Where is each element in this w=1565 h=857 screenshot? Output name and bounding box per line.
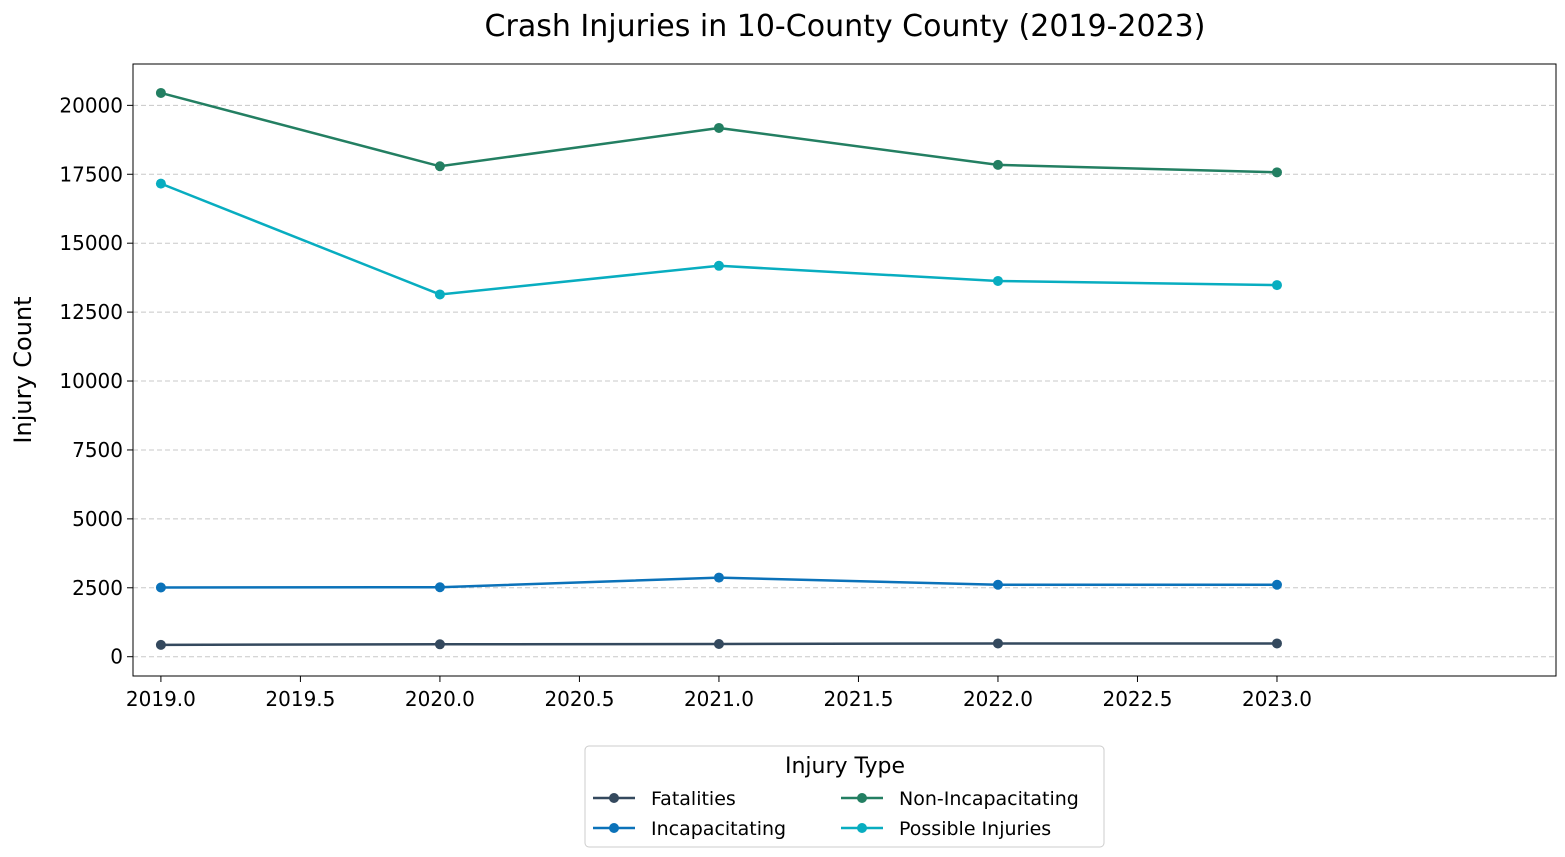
data-point bbox=[713, 639, 724, 650]
x-tick-label: 2023.0 bbox=[1242, 687, 1312, 711]
data-point bbox=[1271, 579, 1282, 590]
legend-marker bbox=[609, 823, 619, 833]
y-axis-label: Injury Count bbox=[9, 296, 37, 443]
y-tick-label: 12500 bbox=[59, 300, 123, 324]
x-tick-label: 2020.5 bbox=[544, 687, 614, 711]
data-point bbox=[155, 87, 166, 98]
legend-entry-label: Non-Incapacitating bbox=[899, 788, 1079, 810]
data-point bbox=[155, 639, 166, 650]
x-tick-label: 2019.5 bbox=[265, 687, 335, 711]
data-point bbox=[434, 161, 445, 172]
y-tick-label: 0 bbox=[110, 645, 123, 669]
series bbox=[155, 87, 1282, 650]
data-point bbox=[1271, 638, 1282, 649]
plot-frame bbox=[132, 63, 1557, 677]
legend-entry-label: Fatalities bbox=[651, 788, 736, 810]
x-tick-label: 2019.0 bbox=[126, 687, 196, 711]
data-point bbox=[992, 638, 1003, 649]
data-point bbox=[434, 639, 445, 650]
chart-title: Crash Injuries in 10-County County (2019… bbox=[485, 9, 1206, 44]
legend-entry-label: Possible Injuries bbox=[899, 818, 1051, 840]
series-line-3 bbox=[160, 182, 1277, 296]
data-point bbox=[992, 579, 1003, 590]
y-tick-label: 17500 bbox=[59, 162, 123, 186]
data-point bbox=[1271, 167, 1282, 178]
legend-marker bbox=[857, 793, 867, 803]
legend-box bbox=[584, 745, 1105, 848]
legend-entry-label: Incapacitating bbox=[651, 818, 786, 840]
legend: Injury Type Fatalities Incapacitating Non-… bbox=[584, 745, 1105, 848]
y-tick-label: 5000 bbox=[72, 507, 123, 531]
data-point bbox=[713, 260, 724, 271]
x-tick-label: 2021.5 bbox=[823, 687, 893, 711]
data-point bbox=[713, 572, 724, 583]
data-point bbox=[155, 178, 166, 189]
data-point bbox=[434, 289, 445, 300]
gridlines bbox=[133, 104, 1556, 658]
data-point bbox=[434, 582, 445, 593]
data-point bbox=[992, 275, 1003, 286]
data-point bbox=[1271, 280, 1282, 291]
legend-marker bbox=[609, 793, 619, 803]
legend-title: Injury Type bbox=[785, 754, 905, 779]
x-axis: 2019.0 2019.5 2020.0 2020.5 2021.0 2021.5 2022… bbox=[126, 676, 1312, 711]
x-tick-label: 2022.5 bbox=[1102, 687, 1172, 711]
data-point bbox=[155, 582, 166, 593]
y-tick-label: 7500 bbox=[72, 438, 123, 462]
y-tick-label: 2500 bbox=[72, 576, 123, 600]
x-tick-label: 2021.0 bbox=[684, 687, 754, 711]
legend-marker bbox=[857, 823, 867, 833]
y-axis: 0 2500 5000 7500 10000 12500 15000 17500 20000 bbox=[59, 93, 133, 669]
data-point bbox=[992, 159, 1003, 170]
y-tick-label: 15000 bbox=[59, 231, 123, 255]
x-tick-label: 2020.0 bbox=[405, 687, 475, 711]
data-point bbox=[713, 122, 724, 133]
x-tick-label: 2022.0 bbox=[963, 687, 1033, 711]
y-tick-label: 20000 bbox=[59, 93, 123, 117]
y-tick-label: 10000 bbox=[59, 369, 123, 393]
